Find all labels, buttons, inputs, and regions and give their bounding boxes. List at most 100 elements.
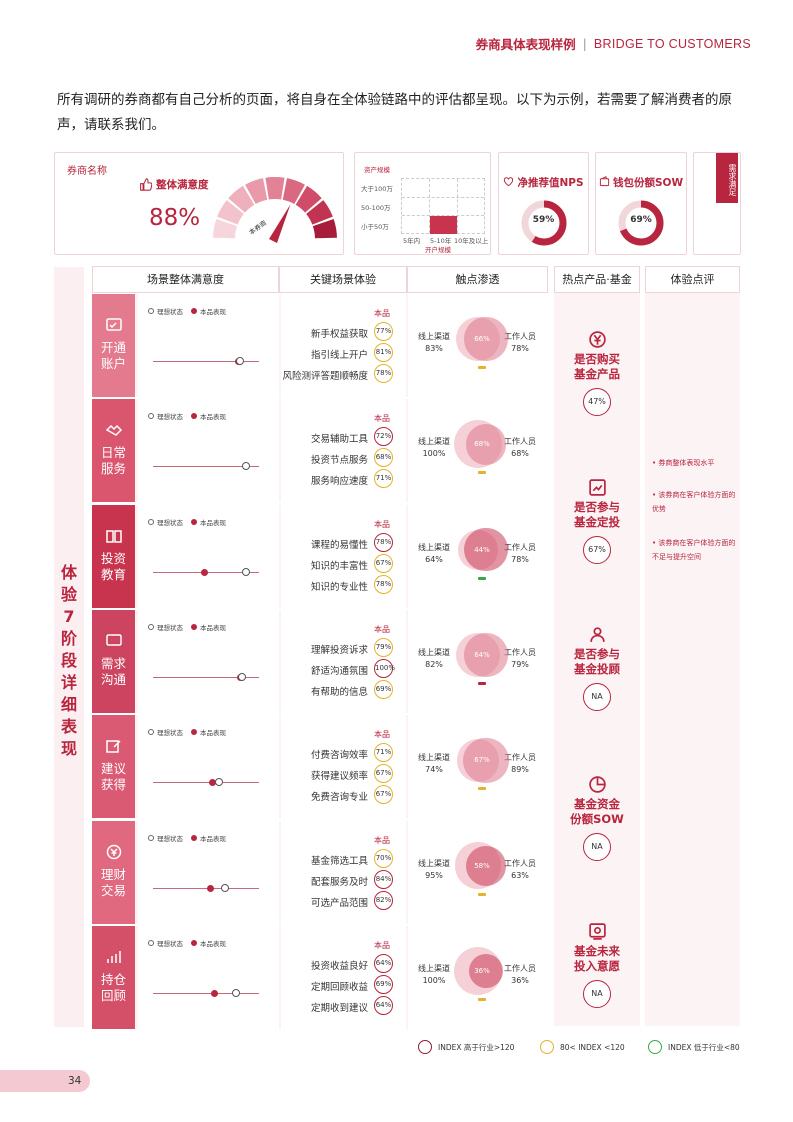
scale-highlight-cell bbox=[430, 216, 457, 234]
staff-bubble bbox=[464, 317, 508, 361]
legend-ideal: 理想状态 bbox=[157, 518, 183, 527]
review-point: • 该券商在客户体验方面的优势 bbox=[652, 491, 736, 513]
kpi-value: 70% bbox=[374, 848, 393, 868]
stage-name: 开通 账户 bbox=[100, 340, 126, 371]
legend-ideal: 理想状态 bbox=[157, 729, 183, 738]
kpi-value: 69% bbox=[374, 680, 393, 700]
kpi-value: 100% bbox=[374, 659, 395, 679]
satisfaction-slider bbox=[153, 677, 259, 679]
yuan-circle-icon bbox=[588, 331, 606, 348]
chat-icon bbox=[105, 634, 122, 646]
slider-legend: 理想状态 本品表现 bbox=[148, 411, 226, 421]
stage-name: 投资 教育 bbox=[100, 550, 126, 582]
touch-online: 线上渠道 82% bbox=[418, 648, 450, 670]
sow-value: 69% bbox=[630, 215, 652, 225]
touch-online: 线上渠道 74% bbox=[418, 753, 450, 775]
kpi-header: 本品 bbox=[374, 519, 390, 529]
kpi-label: 新手权益获取 bbox=[310, 329, 368, 340]
hot-product: 是否购买 基金产品 47% bbox=[554, 330, 640, 416]
touch-staff: 工作人员 36% bbox=[504, 964, 536, 986]
stage-satisfaction bbox=[138, 610, 279, 714]
hot-product: 是否参与 基金投顾 NA bbox=[554, 625, 640, 711]
stage-name: 日常 服务 bbox=[100, 445, 126, 477]
ideal-marker bbox=[238, 673, 247, 682]
stage-tile: 需求 沟通 bbox=[92, 610, 135, 714]
legend-ideal: 理想状态 bbox=[157, 308, 183, 316]
page-header: 券商具体表现样例 | BRIDGE TO CUSTOMERS bbox=[476, 34, 751, 53]
kpi-label: 课程的易懂性 bbox=[310, 539, 368, 551]
scale-row-label: 小于50万 bbox=[361, 223, 389, 231]
donut-fill bbox=[521, 200, 566, 246]
overlap-value: 67% bbox=[474, 756, 490, 765]
touch-staff: 工作人员 63% bbox=[504, 858, 536, 880]
nps-title: 净推荐值NPS bbox=[499, 175, 588, 190]
index-legend-item: 80< INDEX <120 bbox=[540, 1040, 625, 1054]
need-tag: 需求满足 bbox=[716, 153, 738, 203]
gauge-segment bbox=[312, 218, 337, 239]
slider-legend: 理想状态 本品表现 bbox=[148, 727, 226, 737]
kpi-value: 64% bbox=[374, 954, 393, 974]
stage-tile: 持仓 回顾 bbox=[92, 926, 135, 1030]
ideal-marker bbox=[231, 989, 240, 998]
legend-ideal: 理想状态 bbox=[157, 940, 183, 949]
satisfaction-title: 整体满意度 bbox=[139, 177, 209, 192]
stage-section-title: 体验 7 阶段详细表现 bbox=[54, 267, 84, 1027]
stage-name: 理财 交易 bbox=[100, 866, 126, 898]
hot-product-value: NA bbox=[583, 980, 611, 1008]
header-title-en: BRIDGE TO CUSTOMERS bbox=[593, 36, 751, 51]
kpi-label: 理解投资诉求 bbox=[310, 645, 368, 657]
kpi-value: 71% bbox=[374, 743, 393, 763]
stage-satisfaction bbox=[138, 504, 279, 608]
touch-index-bar bbox=[478, 471, 486, 475]
slider-legend: 理想状态 本品表现 bbox=[148, 833, 226, 843]
kpi-value: 67% bbox=[374, 553, 393, 573]
touch-staff: 工作人员 78% bbox=[504, 332, 536, 353]
vertical-title-char: 详 bbox=[60, 673, 77, 692]
kpi-label: 定期回顾收益 bbox=[310, 982, 368, 994]
stage-tile: 开通 账户 bbox=[92, 294, 135, 397]
staff-bubble bbox=[463, 737, 509, 784]
legend-actual: 本品表现 bbox=[200, 308, 226, 316]
handshake-icon bbox=[105, 425, 122, 437]
kpi-value: 78% bbox=[374, 364, 393, 383]
hot-product-title: 是否参与 基金定投 bbox=[574, 500, 620, 529]
index-ring-icon bbox=[418, 1040, 432, 1054]
kpi-header: 本品 bbox=[374, 835, 390, 845]
stage-satisfaction bbox=[138, 820, 279, 924]
donut-fill bbox=[618, 200, 664, 246]
legend-ideal: 理想状态 bbox=[157, 413, 183, 422]
nps-card: 净推荐值NPS 59% bbox=[498, 152, 589, 255]
nps-value: 59% bbox=[532, 215, 555, 225]
kpi-label: 付费咨询效率 bbox=[310, 750, 368, 762]
kpi-label: 投资收益良好 bbox=[310, 961, 368, 973]
vertical-title-char: 段 bbox=[60, 651, 77, 670]
stage-tile: 建议 获得 bbox=[92, 715, 135, 819]
staff-bubble bbox=[466, 845, 506, 886]
stage-satisfaction bbox=[138, 926, 279, 1030]
kpi-label: 定期收到建议 bbox=[310, 1003, 368, 1015]
gauge-segment bbox=[217, 200, 244, 225]
actual-marker bbox=[209, 779, 217, 787]
nps-label: 净推荐值NPS bbox=[517, 177, 584, 189]
ideal-marker bbox=[235, 357, 244, 365]
sow-donut: 69% bbox=[616, 198, 666, 248]
sow-label: 钱包份额SOW bbox=[612, 177, 684, 189]
touch-staff: 工作人员 78% bbox=[504, 542, 536, 564]
column-header: 热点产品·基金 bbox=[554, 266, 640, 293]
ideal-marker bbox=[242, 567, 251, 576]
kpi-value: 67% bbox=[374, 785, 393, 805]
gauge-segment bbox=[213, 218, 238, 239]
gauge-segment bbox=[295, 185, 322, 213]
satisfaction-slider bbox=[153, 466, 259, 468]
kpi-value: 84% bbox=[374, 869, 393, 889]
hot-product: 是否参与 基金定投 67% bbox=[554, 478, 640, 564]
kpi-label: 指引线上开户 bbox=[310, 350, 368, 361]
hot-product-title: 是否购买 基金产品 bbox=[574, 352, 620, 381]
broker-name-label: 券商名称 bbox=[67, 166, 107, 177]
need-tag-card: 需求满足 bbox=[693, 152, 741, 255]
kpi-label: 知识的丰富性 bbox=[310, 560, 368, 572]
satisfaction-slider bbox=[153, 782, 259, 784]
ideal-marker bbox=[214, 778, 223, 787]
touch-online: 线上渠道 95% bbox=[418, 858, 450, 880]
kpi-value: 64% bbox=[374, 996, 393, 1016]
